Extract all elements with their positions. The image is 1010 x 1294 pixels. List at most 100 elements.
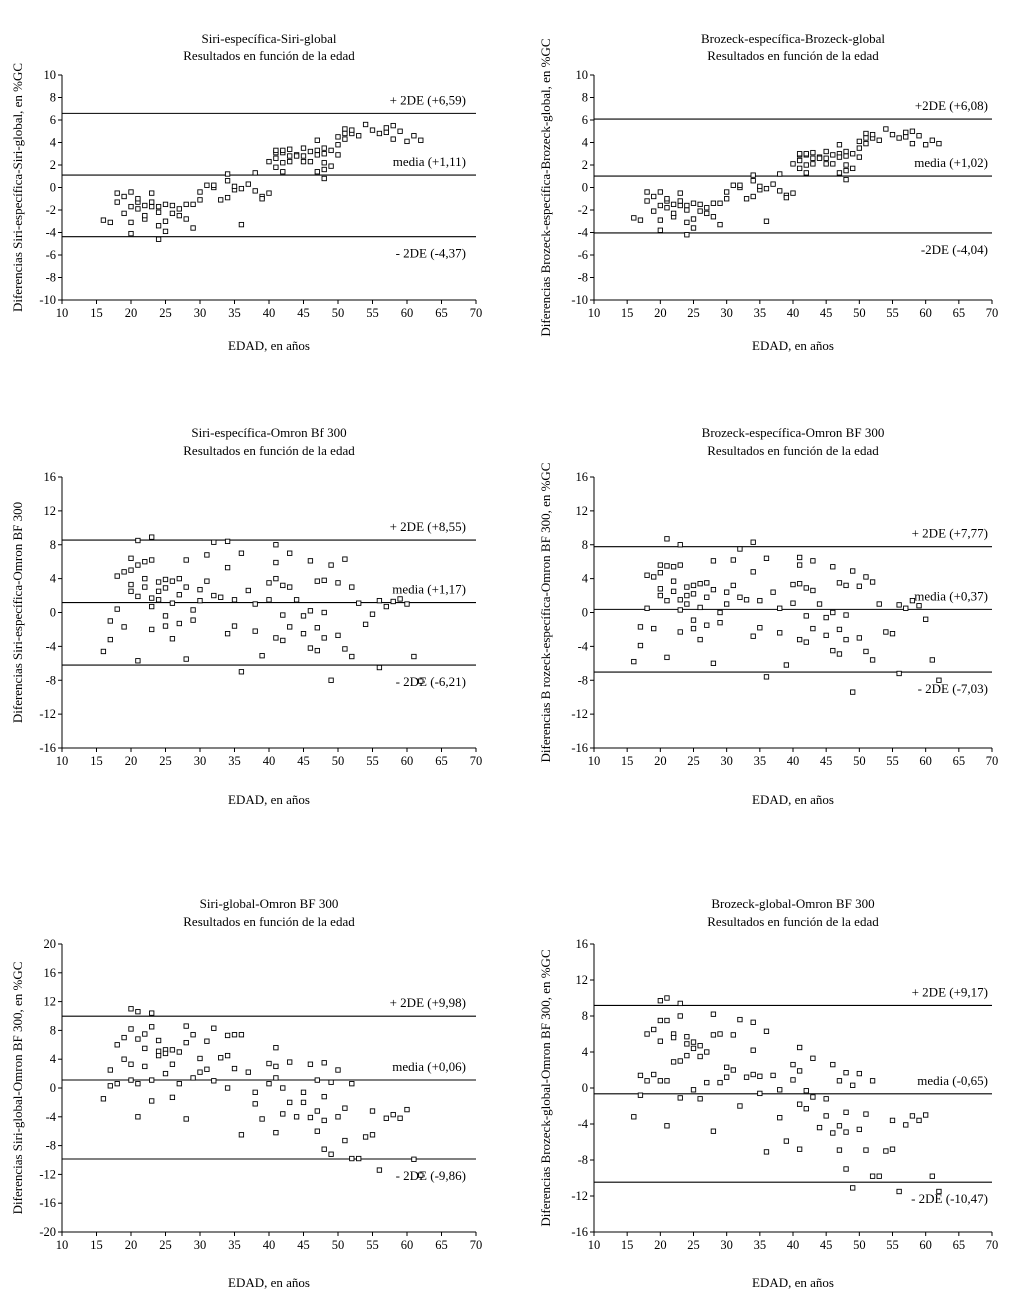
data-point [750,539,756,545]
y-tick-label: 12 [576,973,589,987]
data-point [183,201,189,208]
x-tick-label: 55 [886,754,899,768]
data-point [843,148,849,155]
data-point [651,208,657,214]
data-point [149,603,155,610]
data-point [155,588,162,594]
data-point [684,584,690,590]
data-point [162,218,169,224]
data-point [929,657,935,663]
y-tick-label: -2 [46,203,56,217]
data-point [836,170,843,176]
data-point [197,197,203,203]
data-point [869,1078,876,1084]
data-point [803,1106,809,1112]
data-point [684,1052,690,1059]
x-tick-label: 25 [687,1238,700,1252]
data-point [162,1070,169,1077]
x-axis-label: EDAD, en años [228,338,310,353]
y-tick-label: 16 [576,937,589,951]
data-point [850,1185,856,1191]
x-tick-label: 35 [228,306,241,320]
data-point [390,598,396,605]
data-point [796,554,803,561]
data-point [923,616,929,622]
y-tick-label: 2 [582,158,588,172]
data-point [252,170,258,176]
data-point [162,201,169,208]
data-point [737,1016,743,1023]
data-point [128,203,134,210]
data-point [342,126,348,132]
data-point [677,1058,683,1064]
data-point [684,592,690,599]
data-point [790,1077,796,1083]
data-point [176,206,182,212]
data-point [135,1081,141,1087]
data-point [176,1081,182,1087]
chart-title-line: Siri-específica-Omron Bf 300 [191,425,346,440]
data-point [664,1078,670,1084]
data-point [724,196,730,202]
data-point [224,631,231,637]
data-point [259,196,265,202]
data-point [777,171,783,177]
upper-limit-label: + 2DE (+7,77) [912,526,988,541]
data-point [114,606,120,612]
data-point [238,221,245,228]
y-tick-label: 4 [50,572,57,586]
data-point [169,1061,176,1067]
data-point [757,183,763,190]
x-tick-label: 50 [853,306,866,320]
data-point [783,662,790,668]
data-point [114,1042,120,1048]
x-tick-label: 10 [588,306,601,320]
data-point [307,558,314,564]
data-point [197,1055,203,1062]
data-point [796,1044,803,1051]
data-point [697,1096,703,1102]
y-tick-label: -12 [571,707,588,721]
data-point [245,181,251,187]
y-tick-label: 16 [44,966,57,980]
mean-label: media (+0,37) [914,588,988,603]
y-tick-label: -16 [39,741,56,755]
data-point [204,182,210,188]
data-point [190,607,196,613]
data-point [810,587,816,594]
x-tick-label: 25 [159,1238,172,1252]
chart-title-line: Resultados en función de la edad [707,48,879,63]
data-point [314,1077,320,1083]
y-tick-label: 2 [50,158,56,172]
data-point [321,577,327,583]
data-point [710,1032,717,1038]
data-point [657,1038,663,1044]
y-tick-label: 6 [582,113,588,127]
data-point [211,592,217,599]
data-point [730,582,736,589]
y-axis-label: Diferencias Brozeck-específica-Brozeck-g… [538,38,553,336]
x-tick-label: 50 [853,1238,866,1252]
data-point [743,196,750,202]
data-point [730,182,736,188]
data-point [777,188,783,194]
data-point [836,1147,843,1153]
y-tick-label: 8 [50,1023,56,1037]
data-point [697,201,703,208]
chart-5: Siri-global-Omron BF 300 Resultados en fu… [10,896,482,1290]
data-point [836,626,843,633]
data-point [314,1128,320,1134]
data-point [730,1067,736,1073]
data-point [670,210,677,217]
data-point [245,587,251,594]
y-tick-label: 8 [50,538,56,552]
data-point [796,562,803,568]
data-point [169,202,176,209]
data-point [397,1115,403,1121]
data-point [717,609,723,616]
data-point [876,137,882,143]
data-point [335,580,341,586]
data-point [856,145,862,151]
data-point [936,677,942,683]
data-point [287,550,293,556]
